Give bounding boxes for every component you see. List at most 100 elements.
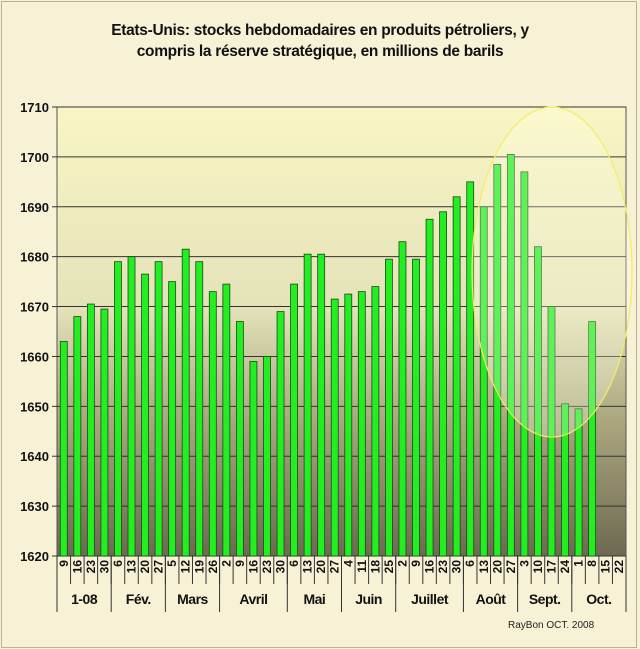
bar (290, 283, 298, 557)
x-tick-label: 6 (287, 560, 301, 567)
x-tick-label: 12 (179, 560, 193, 574)
bar (181, 248, 190, 557)
bar (439, 211, 448, 557)
x-tick-label: 3 (517, 560, 531, 567)
x-tick-label: 30 (450, 560, 464, 574)
bar (317, 253, 326, 557)
x-tick-label: 27 (328, 560, 342, 574)
x-tick-label: 27 (152, 560, 166, 574)
bar (398, 241, 407, 557)
bar (520, 171, 529, 557)
y-tick-label: 1650 (20, 399, 49, 414)
x-tick-label: 16 (70, 560, 84, 574)
x-tick-label: 27 (504, 560, 518, 574)
bar (154, 261, 163, 557)
y-tick-label: 1690 (20, 200, 49, 215)
title-line-2: compris la réserve stratégique, en milli… (136, 43, 504, 60)
x-group-label: Mai (303, 591, 325, 607)
x-tick-label: 9 (409, 560, 423, 567)
x-tick-label: 20 (314, 560, 328, 574)
x-tick-label: 1 (572, 560, 586, 567)
y-tick-label: 1620 (20, 549, 49, 564)
bar (86, 303, 95, 557)
x-tick-label: 6 (463, 560, 477, 567)
x-tick-label: 9 (233, 560, 247, 567)
bar (452, 196, 461, 557)
x-tick-label: 23 (436, 560, 450, 574)
bar (506, 153, 515, 557)
x-tick-label: 5 (165, 560, 179, 567)
x-group-label: 1-08 (71, 591, 98, 607)
x-tick-label: 30 (97, 560, 111, 574)
credit-text: RayBon OCT. 2008 (508, 620, 595, 631)
bar (385, 258, 393, 557)
x-group-label: Juin (355, 591, 382, 607)
x-tick-label: 6 (111, 560, 125, 567)
x-group-label: Mars (177, 591, 208, 607)
x-group-label: Avril (239, 591, 267, 607)
bar (371, 286, 380, 557)
bar (141, 273, 149, 557)
bar (357, 291, 366, 557)
x-tick-label: 25 (382, 560, 396, 574)
y-tick-label: 1710 (20, 100, 49, 115)
bar (235, 321, 244, 557)
x-group-label: Fév. (126, 591, 151, 607)
x-tick-label: 23 (84, 560, 98, 574)
bar (100, 308, 109, 557)
bar (412, 258, 420, 557)
bar (561, 403, 569, 557)
x-tick-label: 16 (246, 560, 260, 574)
x-tick-label: 10 (531, 560, 545, 574)
highlight-ellipse (471, 106, 633, 438)
x-tick-label: 16 (423, 560, 437, 574)
bar (344, 293, 353, 557)
bar (534, 246, 542, 557)
x-tick-label: 11 (355, 560, 369, 573)
bar (493, 163, 502, 557)
bar (73, 316, 82, 557)
bar (588, 321, 597, 557)
x-tick-label: 4 (341, 560, 355, 567)
x-group-label: Sept. (529, 591, 561, 607)
x-tick-label: 23 (260, 560, 274, 574)
x-group-label: Juillet (411, 591, 449, 607)
x-tick-label: 24 (558, 560, 572, 574)
x-tick-label: 22 (612, 560, 626, 574)
bar (195, 261, 204, 557)
bar (276, 311, 285, 557)
x-tick-label: 15 (599, 560, 613, 574)
bar (466, 181, 475, 557)
bar (330, 298, 339, 557)
bar (479, 206, 488, 557)
x-tick-label: 13 (301, 560, 315, 574)
y-tick-label: 1660 (20, 349, 49, 364)
bar (547, 306, 556, 557)
x-tick-label: 26 (206, 560, 220, 574)
x-tick-label: 20 (490, 560, 504, 574)
y-tick-label: 1680 (20, 250, 49, 265)
y-tick-label: 1630 (20, 499, 49, 514)
x-tick-label: 13 (477, 560, 491, 574)
bar (222, 283, 231, 557)
y-tick-label: 1700 (20, 150, 49, 165)
x-tick-label: 8 (585, 560, 599, 567)
x-tick-label: 18 (368, 560, 382, 574)
x-group-label: Oct. (586, 591, 611, 607)
bar (303, 253, 312, 557)
bar (59, 341, 68, 557)
x-group-label: Août (476, 591, 507, 607)
x-tick-label: 13 (125, 560, 139, 574)
y-tick-label: 1640 (20, 449, 49, 464)
x-tick-label: 2 (395, 560, 409, 567)
x-tick-label: 19 (192, 560, 206, 574)
x-tick-label: 30 (274, 560, 288, 574)
x-tick-label: 17 (544, 560, 558, 574)
y-tick-label: 1670 (20, 300, 49, 315)
title-line-1: Etats-Unis: stocks hebdomadaires en prod… (111, 22, 529, 39)
x-tick-label: 20 (138, 560, 152, 574)
x-tick-label: 9 (57, 560, 71, 567)
bar (263, 356, 271, 557)
